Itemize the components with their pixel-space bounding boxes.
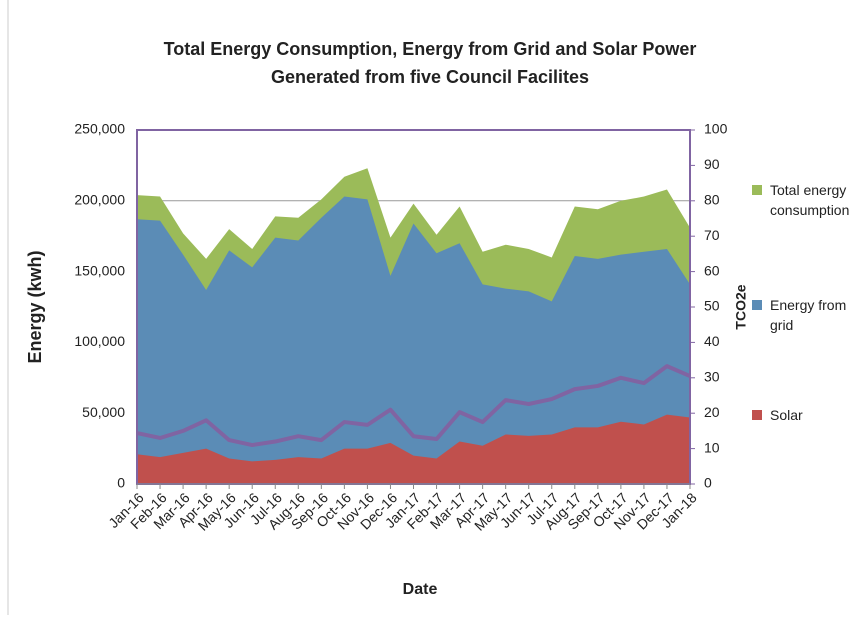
area [137, 196, 690, 484]
line [136, 364, 691, 448]
y-tick-label: 100,000 [74, 333, 125, 349]
legend-item: Energy from grid [752, 295, 862, 335]
area [137, 414, 690, 484]
legend-swatch [752, 410, 762, 420]
y2-tick-label: 20 [704, 404, 720, 420]
y2-tick-label: 90 [704, 156, 720, 172]
y-axis-label: Energy (kwh) [25, 250, 45, 363]
legend-label: Total energy consumption [770, 182, 850, 218]
y2-tick-label: 0 [704, 475, 712, 491]
y2-tick-label: 70 [704, 227, 720, 243]
legend-item: Solar [752, 405, 862, 425]
y-tick-label: 50,000 [82, 404, 125, 420]
legend-label: Energy from grid [770, 297, 847, 333]
y2-tick-label: 80 [704, 192, 720, 208]
chart-title: Generated from five Council Facilites [271, 67, 589, 87]
y2-tick-label: 40 [704, 333, 720, 349]
x-axis-label: Date [403, 581, 438, 598]
y2-tick-label: 10 [704, 439, 720, 455]
chart-title: Total Energy Consumption, Energy from Gr… [164, 39, 697, 59]
legend-label: Solar [770, 407, 803, 423]
y2-tick-label: 100 [704, 121, 728, 137]
legend-item: Total energy consumption [752, 180, 862, 220]
y2-tick-label: 30 [704, 369, 720, 385]
legend-swatch [752, 185, 762, 195]
y-tick-label: 150,000 [74, 262, 125, 278]
y-tick-label: 250,000 [74, 121, 125, 137]
y2-axis-label: TCO2e [733, 284, 749, 329]
y2-tick-label: 60 [704, 262, 720, 278]
legend-swatch [752, 300, 762, 310]
y-tick-label: 200,000 [74, 192, 125, 208]
y-tick-label: 0 [117, 475, 125, 491]
y2-tick-label: 50 [704, 298, 720, 314]
